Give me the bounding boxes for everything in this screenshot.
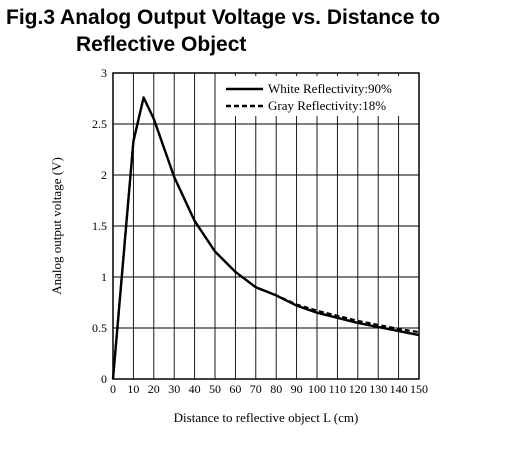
x-tick-label-30: 30 <box>168 382 180 396</box>
legend-label-white: White Reflectivity:90% <box>268 81 392 96</box>
y-tick-label-6: 3 <box>101 66 107 80</box>
legend-label-gray: Gray Reflectivity:18% <box>268 98 386 113</box>
y-axis-label: Analog output voltage (V) <box>49 157 64 295</box>
chart-title-line2: Reflective Object <box>76 33 247 56</box>
x-tick-label-100: 100 <box>308 382 326 396</box>
x-tick-label-0: 0 <box>110 382 116 396</box>
x-tick-label-50: 50 <box>209 382 221 396</box>
series-lines <box>111 96 420 380</box>
x-tick-label-120: 120 <box>349 382 367 396</box>
y-tick-label-3: 1.5 <box>92 219 107 233</box>
y-tick-label-0: 0 <box>101 372 107 386</box>
legend-background <box>219 76 415 116</box>
y-tick-labels: 0 0.5 1 1.5 2 2.5 3 <box>92 66 107 386</box>
grid <box>113 73 419 379</box>
x-tick-labels: 0 10 20 30 40 50 60 70 80 90 100 110 120 130 140 150 <box>110 382 428 396</box>
chart-title-line1: Fig.3 Analog Output Voltage vs. Distance… <box>6 6 441 29</box>
x-tick-label-130: 130 <box>369 382 387 396</box>
y-tick-label-4: 2 <box>101 168 107 182</box>
series-line-gray <box>111 96 420 380</box>
x-tick-label-70: 70 <box>250 382 262 396</box>
y-tick-label-1: 0.5 <box>92 321 107 335</box>
x-tick-label-80: 80 <box>270 382 282 396</box>
x-tick-label-20: 20 <box>148 382 160 396</box>
x-tick-label-10: 10 <box>127 382 139 396</box>
chart-title: Fig.3 Analog Output Voltage vs. Distance… <box>6 4 526 58</box>
x-tick-label-140: 140 <box>390 382 408 396</box>
plot-frame <box>112 72 420 380</box>
x-tick-label-40: 40 <box>189 382 201 396</box>
y-tick-label-5: 2.5 <box>92 117 107 131</box>
x-tick-label-90: 90 <box>291 382 303 396</box>
x-tick-label-150: 150 <box>410 382 428 396</box>
series-line-white <box>111 96 420 380</box>
x-axis-label: Distance to reflective object L (cm) <box>174 410 359 425</box>
x-tick-label-110: 110 <box>329 382 347 396</box>
x-tick-label-60: 60 <box>229 382 241 396</box>
legend: White Reflectivity:90% Gray Reflectivity:… <box>219 76 415 116</box>
y-tick-label-2: 1 <box>101 270 107 284</box>
